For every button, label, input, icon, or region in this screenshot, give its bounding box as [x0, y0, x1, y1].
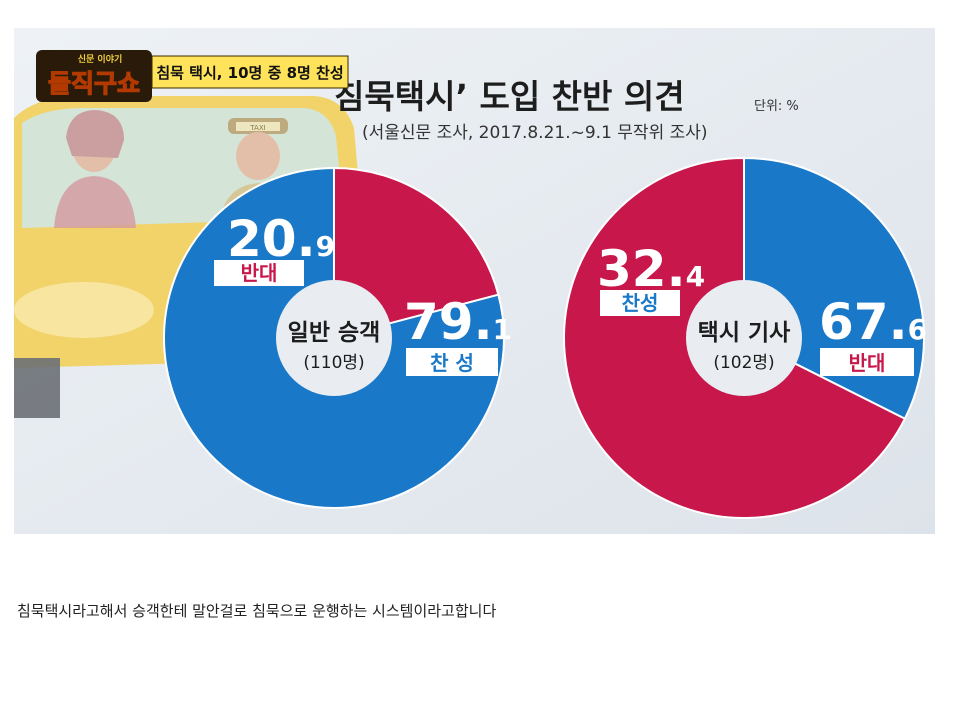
pie-center-label: 택시 기사: [698, 320, 791, 346]
chart-subtitle: (서울신문 조사, 2017.8.21.~9.1 무작위 조사): [362, 123, 708, 143]
slice-label-box: [406, 348, 498, 376]
pie-center-count: (102명): [713, 353, 774, 373]
slice-category-label: 찬 성: [430, 351, 474, 375]
slice-label-box: [600, 290, 680, 316]
slice-value-int: 79.: [404, 293, 493, 351]
slice-category-label: 반대: [849, 351, 886, 375]
pie-slice-favor: [163, 166, 505, 509]
headline-text: 침묵 택시, 10명 중 8명 찬성: [156, 64, 343, 82]
pie-slice-oppose: [333, 166, 500, 340]
logo-small-text: 신문 이야기: [78, 53, 123, 65]
slice-value-dec: 6: [908, 313, 927, 346]
post-caption: 침묵택시라고해서 승객한테 말안걸로 침묵으로 운행하는 시스템이라고합니다: [17, 602, 497, 620]
slice-label-box: [820, 348, 914, 376]
chart-title: 침묵택시’ 도입 찬반 의견: [334, 77, 685, 116]
slice-value-label: 20.9: [227, 210, 335, 268]
slice-category-label: 찬성: [622, 291, 659, 315]
pie-center-label: 일반 승객: [288, 320, 381, 346]
show-logo: 신문 이야기 돌직구쇼: [36, 50, 152, 102]
slice-value-int: 20.: [227, 210, 316, 268]
taxi-cap-label: TAXI: [249, 124, 265, 132]
headline-banner: 침묵 택시, 10명 중 8명 찬성: [151, 55, 349, 89]
slice-value-label: 79.1: [404, 293, 512, 351]
slice-value-dec: 1: [493, 313, 512, 346]
slice-value-dec: 4: [686, 260, 705, 293]
slice-value-dec: 9: [316, 230, 335, 263]
slice-value-int: 32.: [597, 240, 686, 298]
passenger-figure: [54, 110, 136, 228]
broadcast-frame: TAXI 일반 승객 (110명) 20.9 반대 79.1 찬 성 택시 기사 (102명…: [14, 28, 935, 534]
slice-label-box: [214, 260, 304, 286]
pie-center: [276, 280, 392, 396]
pie-center: [686, 280, 802, 396]
slice-value-label: 32.4: [597, 240, 705, 298]
slice-value-label: 67.6: [819, 293, 927, 351]
pie-chart-drivers: 택시 기사(102명)32.4찬성 67.6반대: [563, 156, 927, 519]
slice-value-int: 67.: [819, 293, 908, 351]
slice-category-label: 반대: [241, 261, 278, 285]
pie-center-count: (110명): [303, 353, 364, 373]
unit-label: 단위: %: [754, 99, 799, 114]
logo-main-text: 돌직구쇼: [48, 69, 140, 98]
